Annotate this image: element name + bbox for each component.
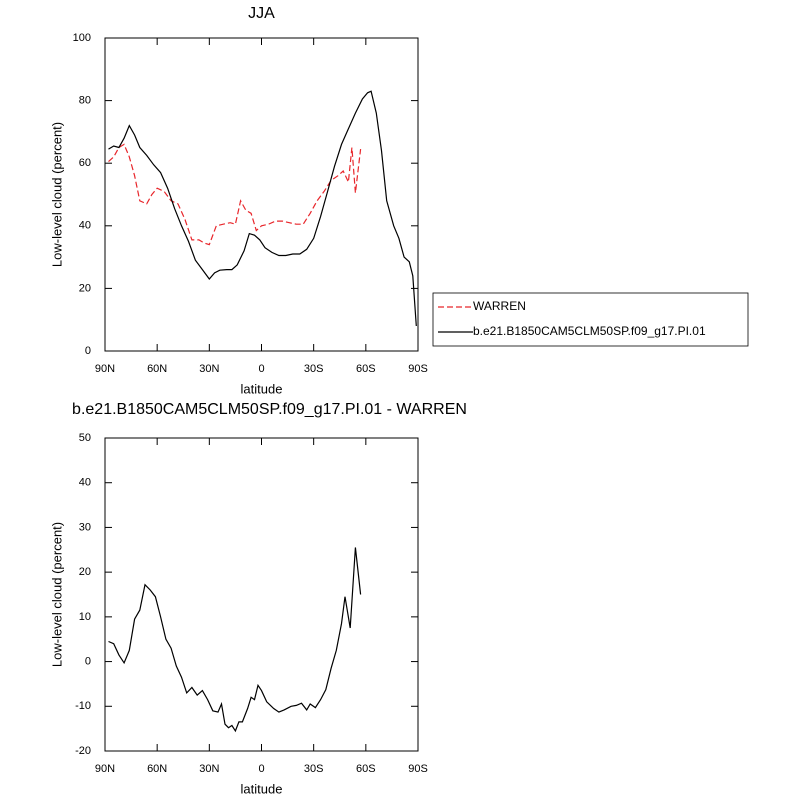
y-tick-label: 100 bbox=[73, 32, 91, 44]
x-tick-label: 90N bbox=[95, 363, 115, 375]
y-tick-label: 20 bbox=[79, 282, 91, 294]
x-tick-label: 60S bbox=[356, 363, 376, 375]
plot-frame bbox=[104, 437, 419, 752]
x-tick-label: 30N bbox=[199, 363, 219, 375]
chart-title: b.e21.B1850CAM5CLM50SP.f09_g17.PI.01 - W… bbox=[72, 401, 467, 418]
x-tick-label: 30N bbox=[199, 763, 219, 775]
y-tick-label: 80 bbox=[79, 95, 91, 107]
y-tick-label: 20 bbox=[79, 566, 91, 578]
x-tick-label: 60N bbox=[147, 763, 167, 775]
x-tick-label: 60S bbox=[356, 763, 376, 775]
y-tick-label: 30 bbox=[79, 521, 91, 533]
x-axis-label: latitude bbox=[241, 381, 283, 396]
x-tick-label: 60N bbox=[147, 363, 167, 375]
y-tick-label: 40 bbox=[79, 220, 91, 232]
y-axis-label: Low-level cloud (percent) bbox=[49, 522, 64, 667]
x-tick-label: 90S bbox=[408, 363, 428, 375]
y-tick-label: 10 bbox=[79, 611, 91, 623]
y-tick-label: 50 bbox=[79, 432, 91, 444]
x-axis-label: latitude bbox=[241, 781, 283, 796]
y-tick-label: 60 bbox=[79, 157, 91, 169]
y-axis-label: Low-level cloud (percent) bbox=[49, 122, 64, 267]
x-tick-label: 90S bbox=[408, 763, 428, 775]
y-tick-label: 40 bbox=[79, 477, 91, 489]
y-tick-label: 0 bbox=[85, 655, 91, 667]
data-line bbox=[108, 90, 417, 327]
x-tick-label: 0 bbox=[258, 363, 264, 375]
y-tick-label: 0 bbox=[85, 345, 91, 357]
chart-title: JJA bbox=[248, 5, 275, 22]
data-line bbox=[108, 547, 362, 733]
x-tick-label: 0 bbox=[258, 763, 264, 775]
x-tick-label: 30S bbox=[304, 763, 324, 775]
legend-label: WARREN bbox=[473, 299, 526, 313]
data-line bbox=[108, 143, 362, 246]
legend-box bbox=[432, 292, 749, 347]
y-tick-label: -20 bbox=[75, 745, 91, 757]
x-tick-label: 30S bbox=[304, 363, 324, 375]
x-tick-label: 90N bbox=[95, 763, 115, 775]
legend-label: b.e21.B1850CAM5CLM50SP.f09_g17.PI.01 bbox=[473, 324, 706, 338]
y-tick-label: -10 bbox=[75, 700, 91, 712]
